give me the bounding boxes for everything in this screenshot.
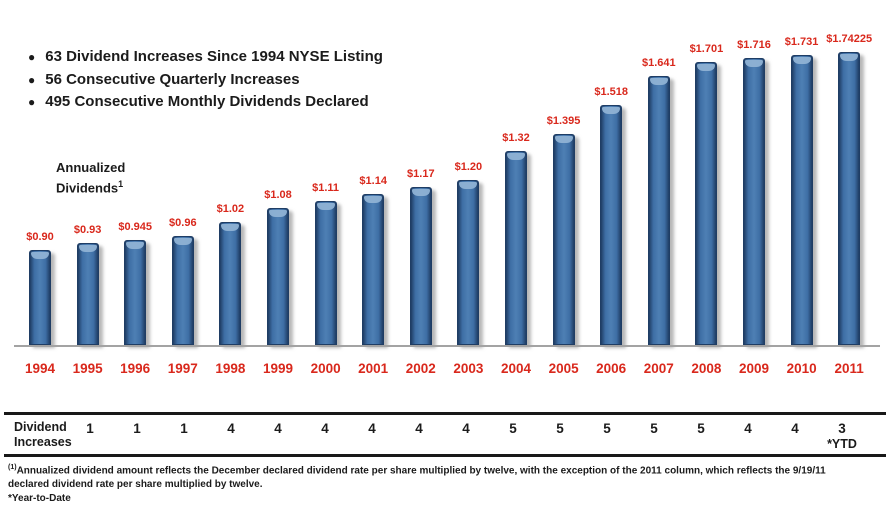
dividend-bar-1998 [219, 222, 242, 345]
dividend-increase-count: 4 [791, 421, 799, 436]
bullet-text: 495 Consecutive Monthly Dividends Declar… [45, 93, 369, 110]
bar-value-label: $0.90 [26, 231, 54, 243]
year-label: 1996 [120, 361, 151, 376]
dividend-increase-count: 4 [321, 421, 329, 436]
dividend-bar-1997 [171, 236, 194, 345]
dividend-bar-2000 [314, 201, 337, 345]
year-label: 2009 [738, 361, 770, 376]
bar-value-label: $1.32 [502, 132, 530, 144]
dividend-increase-count: 4 [227, 421, 235, 436]
bar-value-label: $1.20 [454, 161, 483, 173]
year-label: 1995 [72, 361, 103, 376]
footnote-ytd: *Year-to-Date [8, 493, 71, 505]
table-bottom-rule [4, 454, 886, 457]
dividend-increase-count: 4 [274, 421, 282, 436]
table-row-header: Dividend Increases [14, 420, 72, 449]
dividend-bar-1999 [267, 208, 289, 345]
dividend-bar-2007 [647, 76, 670, 345]
dividend-bar-2002 [409, 187, 432, 345]
dividend-increase-count: 5 [697, 421, 705, 436]
dividend-increase-count: 4 [415, 421, 423, 436]
dividend-increase-count: 4 [744, 421, 752, 436]
bullet-icon: ● [28, 50, 36, 64]
bar-value-label: $1.02 [216, 203, 245, 215]
bar-value-label: $1.14 [359, 175, 387, 187]
year-label: 2007 [643, 361, 674, 376]
bar-value-label: $0.93 [73, 224, 102, 236]
dividend-increase-count: 1 [180, 421, 188, 436]
bullet-item: ● 56 Consecutive Quarterly Increases [28, 69, 383, 92]
ytd-note: *YTD [827, 437, 857, 451]
year-label: 2010 [786, 361, 817, 376]
axis-title-line1: Annualized [56, 160, 126, 175]
dividend-increase-count: 5 [603, 421, 611, 436]
dividend-bar-1995 [76, 243, 99, 345]
bar-value-label: $1.701 [689, 43, 724, 55]
year-label: 1999 [262, 361, 294, 376]
bullet-item: ● 495 Consecutive Monthly Dividends Decla… [28, 91, 383, 114]
bar-value-label: $1.17 [407, 168, 435, 180]
year-label: 2006 [596, 361, 627, 376]
bullet-item: ● 63 Dividend Increases Since 1994 NYSE L… [28, 46, 383, 69]
bar-value-label: $1.641 [641, 57, 676, 69]
year-label: 2011 [834, 361, 864, 376]
bar-value-label: $1.716 [737, 39, 771, 51]
bar-value-label: $0.96 [169, 217, 197, 229]
dividend-bar-2003 [457, 180, 480, 345]
footnote-marker: 1 [118, 179, 124, 189]
bar-value-label: $1.731 [784, 36, 819, 48]
dividend-increase-count: 1 [86, 421, 94, 436]
dividend-bar-1996 [124, 240, 147, 345]
chart-axis-title: Annualized Dividends1 [56, 160, 125, 196]
year-label: 1994 [24, 361, 56, 376]
year-label: 2001 [358, 361, 389, 376]
x-axis-line [14, 345, 880, 347]
bar-value-label: $1.11 [312, 182, 340, 194]
x-axis-year-labels: 1994 1995 1996 1997 1998 1999 2000 2001 2002 2003… [0, 361, 890, 379]
bar-value-label: $1.74225 [826, 33, 873, 45]
year-label: 2005 [548, 361, 579, 376]
bullet-text: 63 Dividend Increases Since 1994 NYSE Li… [45, 48, 383, 65]
bar-value-label: $1.518 [594, 86, 629, 98]
bar-value-label: $0.945 [118, 221, 153, 233]
dividend-bar-2009 [743, 58, 765, 345]
dividend-increases-row: 1 1 1 4 4 4 4 4 4 5 5 5 5 5 4 4 3 *YTD [0, 421, 890, 455]
dividend-increase-count: 5 [556, 421, 564, 436]
year-label: 2008 [691, 361, 722, 376]
year-label: 2002 [405, 361, 436, 376]
bullet-icon: ● [28, 95, 36, 109]
dividend-bar-2011 [838, 52, 861, 345]
dividend-increase-count: 1 [133, 421, 141, 436]
year-label: 1997 [167, 361, 198, 376]
year-label: 2004 [500, 361, 532, 376]
table-top-rule [4, 412, 886, 415]
dividend-increase-count: 5 [650, 421, 658, 436]
dividend-bar-2006 [600, 105, 623, 345]
bar-value-label: $1.08 [264, 189, 292, 201]
dividend-bar-2001 [362, 194, 385, 345]
dividend-bar-chart: $0.90 $0.93 $0.945 $0.96 $1.02 $1.08 $1.11 $1.1… [0, 33, 890, 345]
highlight-bullets: ● 63 Dividend Increases Since 1994 NYSE L… [28, 46, 383, 114]
year-label: 1998 [215, 361, 246, 376]
dividend-increase-count: 4 [462, 421, 470, 436]
axis-title-line2: Dividends1 [56, 179, 124, 196]
year-label: 2003 [453, 361, 484, 376]
footnote-1-text: Annualized dividend amount reflects the … [8, 465, 826, 491]
bullet-icon: ● [28, 72, 36, 87]
year-label: 2000 [310, 361, 341, 376]
dividend-increase-count: 4 [368, 421, 376, 436]
dividend-increase-count: 5 [509, 421, 517, 436]
dividend-increase-count: 3 [838, 421, 846, 436]
footnote-1-marker: (1) [8, 464, 17, 471]
footnotes: (1)Annualized dividend amount reflects t… [8, 461, 864, 506]
dividend-bar-2008 [695, 62, 718, 345]
bar-value-label: $1.395 [546, 115, 581, 127]
footnote-1: (1)Annualized dividend amount reflects t… [8, 461, 864, 492]
dividend-bar-2004 [505, 151, 527, 345]
dividend-bar-1994 [29, 250, 51, 345]
bullet-text: 56 Consecutive Quarterly Increases [45, 70, 300, 88]
dividend-bar-2010 [790, 55, 813, 345]
dividend-bar-2005 [552, 134, 575, 345]
